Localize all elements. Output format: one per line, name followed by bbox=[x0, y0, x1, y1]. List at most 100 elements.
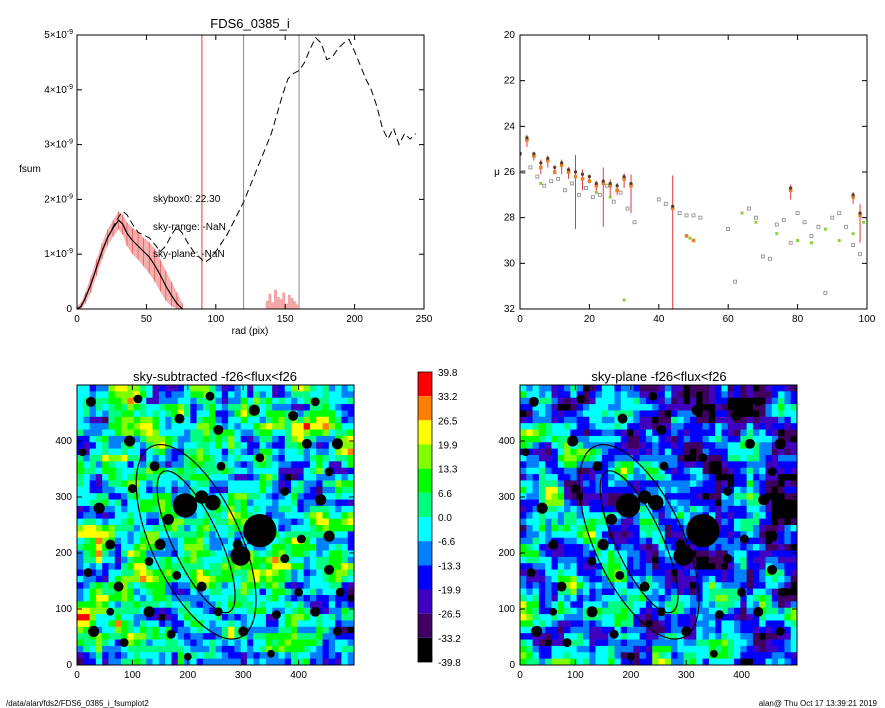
heatmap-cell bbox=[177, 518, 185, 526]
heatmap-cell bbox=[291, 404, 298, 411]
x-tick-label: 0 bbox=[74, 670, 80, 681]
star-mask bbox=[255, 453, 265, 463]
heatmap-cell bbox=[121, 486, 128, 494]
heatmap-cell bbox=[652, 461, 659, 469]
heatmap-cell bbox=[538, 633, 546, 640]
heatmap-cell bbox=[240, 582, 248, 589]
heatmap-cell bbox=[639, 544, 647, 551]
heatmap-cell bbox=[121, 582, 128, 589]
heatmap-cell bbox=[752, 614, 760, 621]
heatmap-cell bbox=[551, 448, 559, 456]
mu-point-orange bbox=[539, 165, 543, 170]
heatmap-cell bbox=[102, 397, 109, 405]
heatmap-cell bbox=[253, 493, 260, 500]
heatmap-cell bbox=[589, 588, 596, 596]
heatmap-cell bbox=[158, 467, 166, 475]
heatmap-cell bbox=[784, 442, 792, 449]
heatmap-cell bbox=[341, 435, 349, 443]
heatmap-cell bbox=[601, 455, 609, 462]
heatmap-cell bbox=[108, 639, 116, 647]
heatmap-cell bbox=[532, 595, 540, 602]
heatmap-cell bbox=[683, 588, 691, 596]
heatmap-cell bbox=[83, 493, 90, 500]
heatmap-cell bbox=[564, 448, 571, 456]
heatmap-cell bbox=[89, 652, 97, 659]
heatmap-cell bbox=[165, 563, 172, 570]
heatmap-cell bbox=[234, 397, 241, 405]
heatmap-cell bbox=[734, 607, 741, 615]
heatmap-cell bbox=[784, 569, 792, 577]
heatmap-cell bbox=[778, 518, 785, 526]
heatmap-cell bbox=[740, 410, 747, 418]
heatmap-cell bbox=[582, 391, 590, 399]
heatmap-cell bbox=[171, 531, 179, 539]
heatmap-cell bbox=[265, 595, 273, 602]
heatmap-cell bbox=[121, 474, 128, 481]
heatmap-cell bbox=[259, 480, 267, 488]
heatmap-cell bbox=[532, 518, 540, 526]
heatmap-cell bbox=[228, 397, 235, 405]
heatmap-cell bbox=[740, 423, 747, 430]
heatmap-cell bbox=[652, 455, 659, 462]
heatmap-cell bbox=[727, 455, 735, 462]
heatmap-cell bbox=[526, 442, 533, 449]
heatmap-cell bbox=[139, 467, 147, 475]
heatmap-cell bbox=[620, 410, 628, 418]
heatmap-cell bbox=[557, 601, 565, 609]
heatmap-cell bbox=[752, 563, 760, 570]
heatmap-cell bbox=[228, 582, 235, 589]
heatmap-cell bbox=[347, 461, 354, 469]
heatmap-cell bbox=[538, 563, 546, 570]
heatmap-cell bbox=[158, 435, 166, 443]
heatmap-cell bbox=[152, 645, 160, 653]
heatmap-cell bbox=[759, 563, 766, 570]
heatmap-cell bbox=[652, 607, 659, 615]
heatmap-cell bbox=[171, 448, 179, 456]
heatmap-cell bbox=[102, 416, 109, 424]
heatmap-cell bbox=[190, 474, 197, 481]
heatmap-cell bbox=[202, 531, 210, 539]
heatmap-cell bbox=[708, 569, 716, 577]
heatmap-cell bbox=[520, 518, 527, 526]
heatmap-cell bbox=[322, 416, 330, 424]
heatmap-cell bbox=[784, 525, 792, 532]
heatmap-cell bbox=[341, 518, 349, 526]
heatmap-cell bbox=[778, 505, 785, 513]
heatmap-cell bbox=[234, 595, 241, 602]
heatmap-cell bbox=[752, 556, 760, 564]
heatmap-cell bbox=[215, 556, 223, 564]
heatmap-cell bbox=[557, 518, 565, 526]
heatmap-cell bbox=[765, 633, 773, 640]
heatmap-cell bbox=[297, 493, 304, 500]
heatmap-cell bbox=[570, 397, 577, 405]
heatmap-cell bbox=[133, 480, 141, 488]
sky-range-band bbox=[77, 211, 183, 309]
heatmap-cell bbox=[526, 499, 533, 507]
heatmap-cell bbox=[158, 525, 166, 532]
mu-point-gray bbox=[618, 190, 623, 195]
heatmap-cell bbox=[165, 595, 172, 602]
heatmap-cell bbox=[139, 575, 147, 583]
heatmap-cell bbox=[152, 633, 160, 640]
heatmap-cell bbox=[291, 569, 298, 577]
heatmap-cell bbox=[139, 607, 147, 615]
heatmap-cell bbox=[702, 601, 710, 609]
heatmap-cell bbox=[784, 575, 792, 583]
star-mask bbox=[587, 556, 597, 566]
heatmap-cell bbox=[778, 652, 785, 659]
heatmap-cell bbox=[209, 525, 216, 532]
heatmap-cell bbox=[95, 435, 103, 443]
heatmap-cell bbox=[721, 544, 729, 551]
heatmap-cell bbox=[221, 633, 229, 640]
heatmap-cell bbox=[658, 582, 666, 589]
mu-point-gray bbox=[656, 197, 661, 202]
heatmap-cell bbox=[520, 442, 527, 449]
heatmap-cell bbox=[771, 416, 779, 424]
star-mask bbox=[531, 625, 543, 637]
heatmap-cell bbox=[335, 569, 342, 577]
heatmap-cell bbox=[576, 556, 584, 564]
heatmap-cell bbox=[246, 480, 254, 488]
heatmap-cell bbox=[77, 480, 84, 488]
heatmap-cell bbox=[727, 614, 735, 621]
heatmap-cell bbox=[184, 544, 191, 551]
